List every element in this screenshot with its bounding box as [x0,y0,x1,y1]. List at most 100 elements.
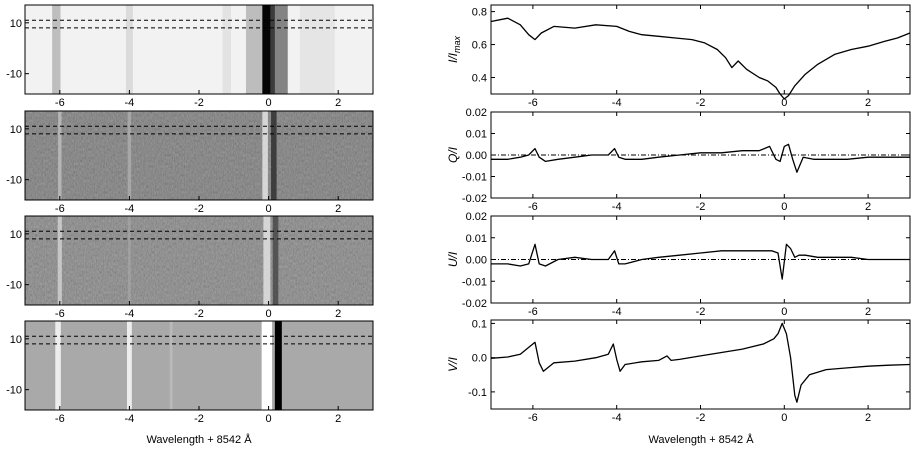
x-tick-label: -2 [194,308,204,320]
plot-area [491,320,910,409]
plot-area [491,112,910,198]
x-tick-label: -4 [125,413,135,425]
x-tick-label: -2 [696,306,706,318]
profile-line [491,143,910,173]
x-tick-label: -6 [55,413,65,425]
y-tick-label: 0.01 [466,233,487,245]
spectral-feature-band [262,111,268,200]
x-tick-label: 2 [335,203,341,215]
spectral-feature-band [125,5,133,94]
left-x-axis-title: Wavelength + 8542 Å [146,433,252,446]
spectral-feature-band [57,216,62,305]
y-tick-label: 0.02 [466,211,487,223]
right-x-axis-title: Wavelength + 8542 Å [648,433,754,446]
x-tick-label: 0 [781,201,787,213]
x-tick-label: -6 [55,97,65,109]
x-tick-label: -6 [55,203,65,215]
y-tick-label: 0.1 [472,318,487,330]
y-tick-label: -0.01 [462,172,487,184]
x-tick-label: 2 [865,306,871,318]
x-tick-label: -2 [194,203,204,215]
y-tick-label: -10 [6,69,22,81]
y-tick-label: 0.02 [466,107,487,119]
y-axis-title-main: I/I [446,52,460,63]
spectral-feature-band [270,5,288,94]
y-tick-label: 10 [10,229,22,241]
spectral-feature-band [128,216,131,305]
spectral-feature-band [55,321,61,410]
x-tick-label: 0 [781,97,787,109]
x-tick-label: -6 [528,306,538,318]
y-tick-label: 0.8 [472,7,487,19]
x-tick-label: 2 [335,413,341,425]
x-tick-label: -4 [125,203,135,215]
y-axis-title-main: V/I [446,356,460,371]
y-tick-label: -10 [6,280,22,292]
x-tick-label: -4 [612,201,622,213]
y-tick-label: 10 [10,334,22,346]
x-tick-label: 0 [266,413,272,425]
y-axis-title: V/I [446,356,460,371]
profile-panel-2: -6 -4 -2 0 2 0.02 0.01 0.00 -0.01 -0.02 Q/I [446,107,911,213]
y-tick-label: 0.6 [472,40,487,52]
x-tick-label: -2 [696,412,706,424]
spectral-feature-band [271,111,277,200]
y-axis-title: I/Imax [446,35,462,63]
x-tick-label: 2 [335,97,341,109]
profile-panel-3: -6 -4 -2 0 2 0.02 0.01 0.00 -0.01 -0.02 U/I [446,211,911,318]
x-tick-label: 0 [266,97,272,109]
profile-panel-1: -6 -4 -2 0 2 0.4 0.6 0.8 I/Imax [446,4,911,109]
spectral-feature-band [245,5,264,94]
x-tick-label: -6 [528,201,538,213]
profile-panels: -6 -4 -2 0 20.40.60.8I/Imax-6 -4 -2 0 20.020.010… [446,4,911,424]
y-tick-label: 10 [10,18,22,30]
x-tick-label: -6 [528,97,538,109]
x-tick-label: -2 [194,413,204,425]
image-noise-texture [25,216,373,305]
image-panel-3: -6 -4 -2 0 2 10 -10 [6,215,374,320]
x-tick-label: -4 [612,306,622,318]
y-tick-label: 0.00 [466,255,487,267]
image-panels: -6 -4 -2 0 210-10-6 -4 -2 0 210-10-6 -4 -2 0 210-10-… [6,4,374,425]
y-tick-label: -0.1 [468,387,487,399]
image-background [25,321,373,410]
image-panel-4: -6 -4 -2 0 2 10 -10 [6,320,374,425]
x-tick-label: -4 [125,308,135,320]
plot-area [491,5,910,94]
x-tick-label: 0 [266,308,272,320]
spectral-feature-band [263,216,271,305]
y-axis-title: Q/I [446,146,460,163]
spectral-feature-band [169,321,173,410]
spectral-feature-band [299,5,335,94]
x-tick-label: -6 [528,412,538,424]
y-axis-title-main: U/I [446,251,460,267]
image-panel-2: -6 -4 -2 0 2 10 -10 [6,110,374,215]
x-tick-label: 2 [865,412,871,424]
profile-line [491,243,910,280]
y-tick-label: 0.4 [472,73,487,85]
spectral-feature-band [52,5,61,94]
spectral-feature-band [222,5,232,94]
y-tick-label: -0.01 [462,276,487,288]
profile-line [490,322,911,403]
x-tick-label: 2 [335,308,341,320]
y-axis-title-subscript: max [452,35,462,53]
x-tick-label: -6 [55,308,65,320]
spectral-feature-band [126,321,132,410]
y-tick-label: -10 [6,385,22,397]
image-panel-1: -6 -4 -2 0 2 10 -10 [6,4,374,109]
x-tick-label: 0 [781,412,787,424]
y-tick-label: 10 [10,124,22,136]
y-axis-title: U/I [446,251,460,267]
spectral-feature-band [272,216,279,305]
x-tick-label: 0 [266,203,272,215]
x-tick-label: -2 [696,97,706,109]
y-tick-label: 0.00 [466,150,487,162]
y-tick-label: -0.02 [462,298,487,310]
x-tick-label: 0 [781,306,787,318]
x-tick-label: 2 [865,97,871,109]
y-tick-label: 0.0 [472,353,487,365]
y-tick-label: -0.02 [462,193,487,205]
spectral-feature-band [261,321,273,410]
